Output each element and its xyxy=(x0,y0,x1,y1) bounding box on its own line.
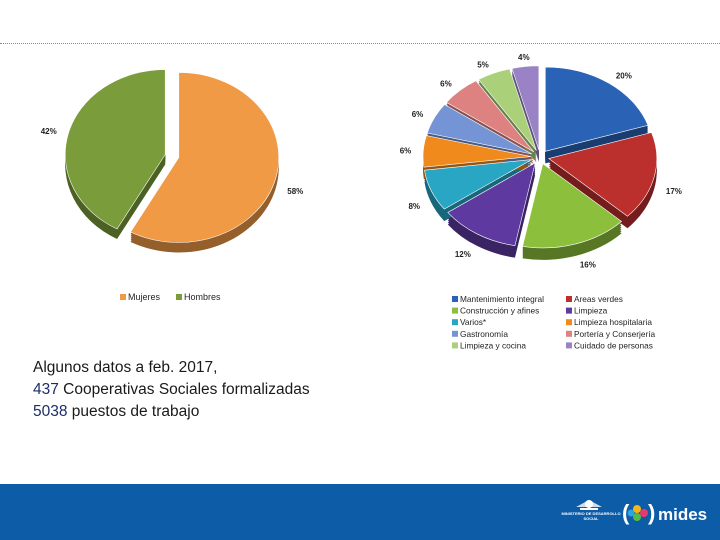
sector-label-mantenimiento-integral: 20% xyxy=(616,72,632,81)
caption-date-text: Algunos datos a feb. 2017, xyxy=(33,359,218,376)
sector-legend-swatch-construccion-y-afines xyxy=(452,307,458,314)
sector-legend-swatch-limpieza-y-cocina xyxy=(452,342,458,349)
sector-legend-varios: Varios* xyxy=(460,317,487,327)
sector-legend-limpieza-y-cocina: Limpieza y cocina xyxy=(460,340,526,350)
brand-name: mides xyxy=(658,505,707,524)
sector-label-limpieza-y-cocina: 5% xyxy=(477,61,489,70)
gender-label-mujeres: 58% xyxy=(287,187,303,196)
sector-legend-swatch-porteria-y-conserjeria xyxy=(566,330,572,337)
cooperatives-text: Cooperativas Sociales formalizadas xyxy=(58,381,310,398)
sector-legend-swatch-varios xyxy=(452,319,458,326)
sector-slice-cuidado-de-personas xyxy=(511,65,540,151)
sector-legend-swatch-gastronomia xyxy=(452,330,458,337)
sector-legend-gastronomia: Gastronomía xyxy=(460,329,508,339)
sector-legend-limpieza: Limpieza xyxy=(574,306,608,316)
sector-legend: Mantenimiento integral Areas verdes Constr… xyxy=(452,294,656,350)
gender-pie-slices xyxy=(64,69,280,253)
sector-label-limpieza: 12% xyxy=(455,250,471,259)
sector-slice-gastronomia xyxy=(426,104,533,155)
top-divider xyxy=(0,43,720,44)
sector-slice-limpieza xyxy=(447,162,536,247)
gender-legend-swatch-hombres xyxy=(176,294,182,300)
sector-legend-mantenimiento-integral: Mantenimiento integral xyxy=(460,294,544,304)
sector-slice-areas-verdes xyxy=(548,132,658,217)
jobs-count: 5038 xyxy=(33,403,68,420)
sector-label-gastronomia: 6% xyxy=(412,110,424,119)
sector-legend-porteria-y-conserjeria: Portería y Conserjería xyxy=(574,329,656,339)
sector-label-limpieza-hospitalaria: 6% xyxy=(400,147,412,156)
svg-text:(: ( xyxy=(622,500,630,525)
sector-legend-construccion-y-afines: Construcción y afines xyxy=(460,306,539,316)
gender-pie-chart: 58% 42% Mujeres Hombres xyxy=(41,69,304,302)
caption-line-1: Algunos datos a feb. 2017, xyxy=(33,357,393,379)
gender-slice-mujeres xyxy=(130,72,280,243)
gender-label-hombres: 42% xyxy=(41,127,57,136)
sector-slice-porteria-y-conserjeria xyxy=(445,80,535,153)
sector-slice-varios xyxy=(424,159,532,210)
sector-label-cuidado-de-personas: 4% xyxy=(518,53,530,62)
sector-legend-swatch-limpieza xyxy=(566,307,572,314)
caption-line-3: 5038 puestos de trabajo xyxy=(33,401,393,423)
gender-legend-hombres: Hombres xyxy=(184,292,221,302)
gender-legend: Mujeres Hombres xyxy=(120,292,221,302)
ministry-emblem-icon xyxy=(576,500,602,510)
gender-legend-mujeres: Mujeres xyxy=(128,292,161,302)
gender-pie-labels: 58% 42% xyxy=(41,127,304,196)
svg-text:): ) xyxy=(648,500,655,525)
sector-pie-labels: 20% 17% 16% 12% 8% 6% 6% 6% 5% 4% xyxy=(400,53,682,270)
sector-label-porteria-y-conserjeria: 6% xyxy=(440,80,452,89)
caption-line-2: 437 Cooperativas Sociales formalizadas xyxy=(33,379,393,401)
sector-legend-swatch-mantenimiento-integral xyxy=(452,296,458,302)
sector-slice-limpieza-y-cocina xyxy=(478,68,537,151)
cooperatives-count: 437 xyxy=(33,381,59,398)
gender-legend-swatch-mujeres xyxy=(120,294,126,300)
sector-label-construccion-y-afines: 16% xyxy=(580,261,596,270)
footer-band xyxy=(0,484,720,540)
jobs-text: puestos de trabajo xyxy=(67,403,200,420)
sector-pie-chart: 20% 17% 16% 12% 8% 6% 6% 6% 5% 4% Mantenimiento i… xyxy=(400,53,682,350)
ministry-name: MINISTERIO DE DESARROLLO SOCIAL xyxy=(561,511,621,521)
sector-legend-swatch-cuidado-de-personas xyxy=(566,342,572,349)
sector-slice-limpieza-hospitalaria xyxy=(422,135,532,168)
sector-legend-swatch-areas-verdes xyxy=(566,296,572,302)
sector-label-areas-verdes: 17% xyxy=(666,187,682,196)
sector-slice-construccion-y-afines xyxy=(522,163,622,249)
sector-label-varios: 8% xyxy=(408,202,420,211)
gender-slice-hombres xyxy=(64,69,166,230)
sector-legend-areas-verdes: Areas verdes xyxy=(574,294,623,304)
mides-logo: ( ) mides xyxy=(622,500,707,525)
sector-legend-cuidado-de-personas: Cuidado de personas xyxy=(574,340,653,350)
sector-legend-swatch-limpieza-hospitalaria xyxy=(566,319,572,326)
sector-pie-slices xyxy=(422,65,658,260)
sector-legend-limpieza-hospitalaria: Limpieza hospitalaria xyxy=(574,317,652,327)
sector-slice-mantenimiento-integral xyxy=(544,66,649,152)
summary-caption: Algunos datos a feb. 2017, 437 Cooperati… xyxy=(33,357,393,423)
